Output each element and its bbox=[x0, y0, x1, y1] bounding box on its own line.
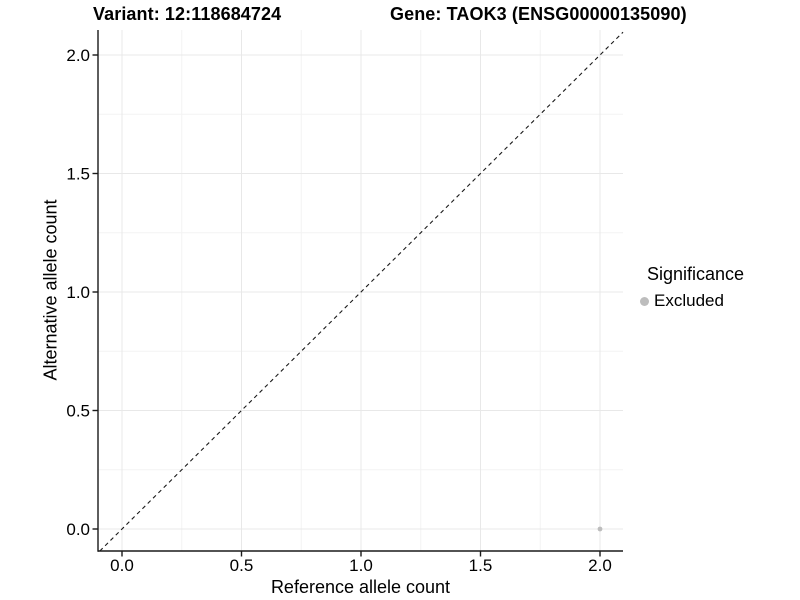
x-tick-label: 1.0 bbox=[349, 556, 373, 575]
y-tick-label: 2.0 bbox=[66, 46, 90, 65]
gene-title: Gene: TAOK3 (ENSG00000135090) bbox=[390, 4, 687, 24]
x-axis-title: Reference allele count bbox=[270, 577, 451, 597]
x-tick-label: 1.5 bbox=[469, 556, 493, 575]
y-tick-label: 0.0 bbox=[66, 520, 90, 539]
x-tick-label: 0.5 bbox=[230, 556, 254, 575]
data-point bbox=[597, 526, 603, 532]
legend-point-icon bbox=[640, 296, 649, 306]
legend-item-label: Excluded bbox=[654, 291, 724, 310]
reference-line bbox=[99, 31, 624, 552]
legend-item-excluded: Excluded bbox=[639, 291, 744, 311]
legend: Significance Excluded bbox=[639, 264, 744, 311]
y-tick-label: 0.5 bbox=[66, 402, 90, 421]
y-tick-label: 1.0 bbox=[66, 283, 90, 302]
variant-title: Variant: 12:118684724 bbox=[93, 4, 282, 24]
x-tick-label: 0.0 bbox=[110, 556, 134, 575]
y-tick-label: 1.5 bbox=[66, 165, 90, 184]
legend-title: Significance bbox=[647, 264, 745, 284]
y-axis-title: Alternative allele count bbox=[40, 199, 61, 381]
x-tick-label: 2.0 bbox=[588, 556, 612, 575]
